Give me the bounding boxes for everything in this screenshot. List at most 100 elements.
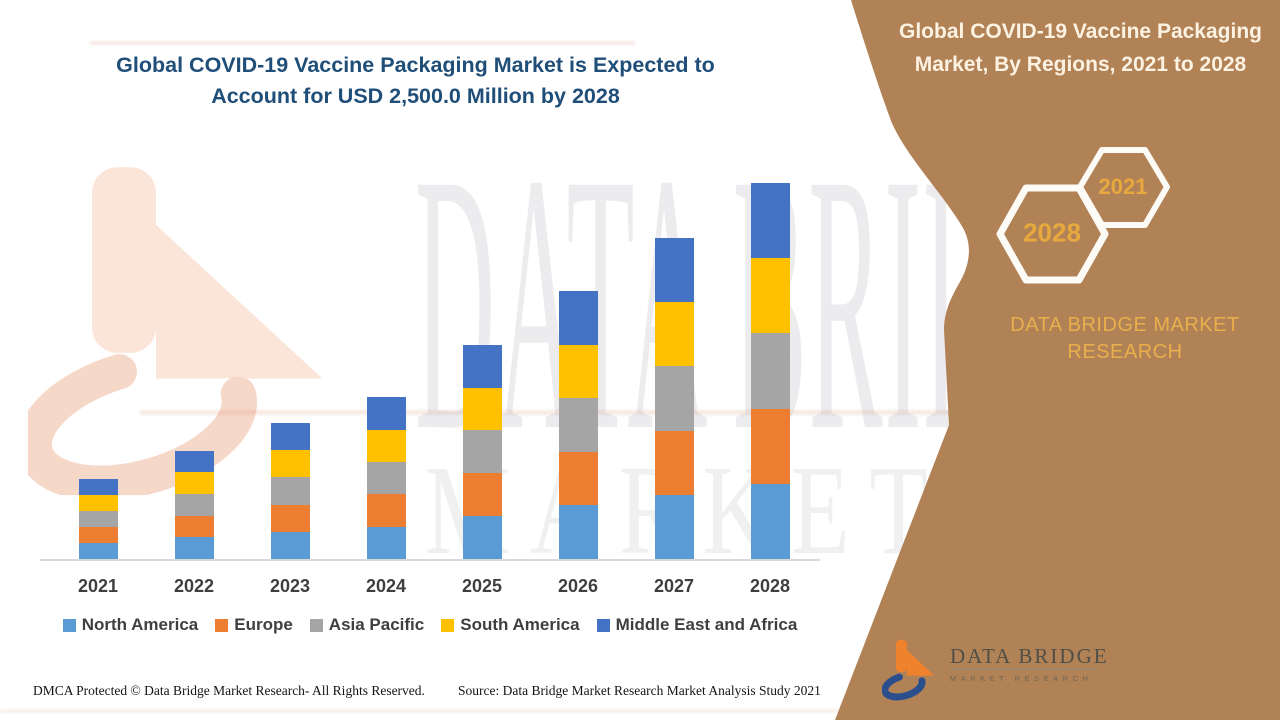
x-axis-label-2028: 2028 <box>749 576 791 596</box>
bar-segment-europe <box>366 494 406 527</box>
bar-segment-north-america <box>462 516 502 559</box>
bar-segment-north-america <box>270 531 310 559</box>
bar-segment-middle-east-and-africa <box>78 479 118 496</box>
bar-segment-asia-pacific <box>78 511 118 528</box>
bar-segment-asia-pacific <box>270 477 310 505</box>
bar-segment-asia-pacific <box>750 333 790 409</box>
bar-segment-south-america <box>78 495 118 512</box>
bar-segment-europe <box>750 408 790 484</box>
bar-segment-middle-east-and-africa <box>366 397 406 430</box>
bar-segment-europe <box>78 527 118 544</box>
x-axis-label-2025: 2025 <box>461 576 503 596</box>
company-logo-rule <box>950 669 1098 670</box>
legend-swatch-icon <box>215 618 229 632</box>
bar-segment-asia-pacific <box>654 366 694 431</box>
company-logo-text: DATA BRIDGE MARKET RESEARCH <box>950 636 1109 683</box>
bar-segment-south-america <box>270 450 310 478</box>
company-logo: DATA BRIDGE MARKET RESEARCH <box>882 636 1109 702</box>
bar-segment-north-america <box>558 505 598 559</box>
chart-title-line2: Account for USD 2,500.0 Million by 2028 <box>211 84 620 108</box>
x-axis-label-2026: 2026 <box>557 576 599 596</box>
x-axis-label-2022: 2022 <box>173 576 215 596</box>
bar-2025 <box>462 344 502 559</box>
sidebar-title-line2: Market, By Regions, 2021 to 2028 <box>914 53 1247 76</box>
sidebar-brand-line1: DATA BRIDGE MARKET <box>1010 314 1240 336</box>
data-bridge-logo-watermark <box>28 167 323 495</box>
bar-segment-north-america <box>750 483 790 559</box>
footer-source-text: Source: Data Bridge Market Research Mark… <box>458 683 821 698</box>
x-axis-line <box>40 559 820 561</box>
bar-segment-south-america <box>174 472 214 495</box>
bar-segment-asia-pacific <box>462 430 502 474</box>
legend-label: North America <box>81 615 199 634</box>
bar-2023 <box>270 422 310 559</box>
legend-item-europe: Europe <box>215 615 293 635</box>
chart-title: Global COVID-19 Vaccine Packaging Market… <box>88 50 743 112</box>
bar-segment-europe <box>174 515 214 538</box>
bar-segment-north-america <box>366 526 406 559</box>
sidebar-title: Global COVID-19 Vaccine Packaging Market… <box>888 15 1273 81</box>
decor-pink-line-middle <box>140 410 1280 415</box>
sidebar-title-line1: Global COVID-19 Vaccine Packaging <box>899 20 1262 43</box>
data-bridge-logo-icon <box>882 639 935 701</box>
bar-segment-middle-east-and-africa <box>654 237 694 303</box>
bar-segment-europe <box>558 451 598 506</box>
chart-legend: North America Europe Asia Pacific South Ame… <box>30 615 830 635</box>
company-logo-name: DATA BRIDGE <box>950 644 1109 668</box>
bar-segment-south-america <box>654 302 694 367</box>
bar-segment-asia-pacific <box>366 461 406 495</box>
chart-title-line1: Global COVID-19 Vaccine Packaging Market… <box>116 53 715 77</box>
bar-segment-middle-east-and-africa <box>174 450 214 473</box>
bar-segment-south-america <box>462 387 502 431</box>
bar-segment-north-america <box>174 537 214 559</box>
hexagon-year-2028: 2028 <box>1023 217 1081 248</box>
legend-label: Europe <box>234 615 293 634</box>
legend-swatch-icon <box>441 618 455 632</box>
footer-dmca-text: DMCA Protected © Data Bridge Market Rese… <box>33 683 425 698</box>
legend-swatch-icon <box>596 618 610 632</box>
decor-pink-line-top <box>90 41 635 45</box>
bar-segment-europe <box>270 504 310 532</box>
bar-2024 <box>366 397 406 559</box>
bar-segment-south-america <box>558 344 598 399</box>
x-axis-label-2021: 2021 <box>77 576 119 596</box>
legend-label: Middle East and Africa <box>615 615 798 634</box>
bar-segment-south-america <box>750 258 790 334</box>
x-axis-label-2023: 2023 <box>269 576 311 596</box>
x-axis-label-2024: 2024 <box>365 576 407 596</box>
company-logo-tagline: MARKET RESEARCH <box>950 674 1093 683</box>
bar-segment-middle-east-and-africa <box>558 291 598 345</box>
bar-segment-middle-east-and-africa <box>750 183 790 259</box>
bar-2026 <box>558 291 598 559</box>
bar-2021 <box>78 479 118 559</box>
legend-swatch-icon <box>62 618 76 632</box>
bar-segment-north-america <box>78 543 118 559</box>
sidebar-swoosh-shape <box>835 0 1280 720</box>
legend-item-asia-pacific: Asia Pacific <box>309 615 425 635</box>
legend-item-north-america: North America <box>62 615 199 635</box>
bar-segment-asia-pacific <box>174 494 214 516</box>
bar-segment-asia-pacific <box>558 398 598 452</box>
bar-segment-europe <box>462 473 502 517</box>
bar-segment-north-america <box>654 494 694 559</box>
x-axis-label-2027: 2027 <box>653 576 695 596</box>
bar-segment-europe <box>654 430 694 495</box>
legend-item-south-america: South America <box>441 615 580 635</box>
legend-swatch-icon <box>309 618 323 632</box>
hexagon-year-2021: 2021 <box>1098 174 1148 199</box>
legend-label: Asia Pacific <box>328 615 425 634</box>
sidebar-brand-line2: RESEARCH <box>1067 341 1183 363</box>
bar-2022 <box>174 450 214 559</box>
legend-label: South America <box>460 615 580 634</box>
bar-segment-south-america <box>366 429 406 462</box>
hexagon-2028 <box>996 184 1109 284</box>
bar-segment-middle-east-and-africa <box>462 344 502 388</box>
bar-segment-middle-east-and-africa <box>270 422 310 451</box>
legend-item-middle-east-and-africa: Middle East and Africa <box>596 615 798 635</box>
decor-pink-line-bottom <box>0 709 850 713</box>
bar-2028 <box>750 183 790 559</box>
sidebar-brand-name: DATA BRIDGE MARKET RESEARCH <box>980 312 1270 366</box>
bar-2027 <box>654 237 694 559</box>
